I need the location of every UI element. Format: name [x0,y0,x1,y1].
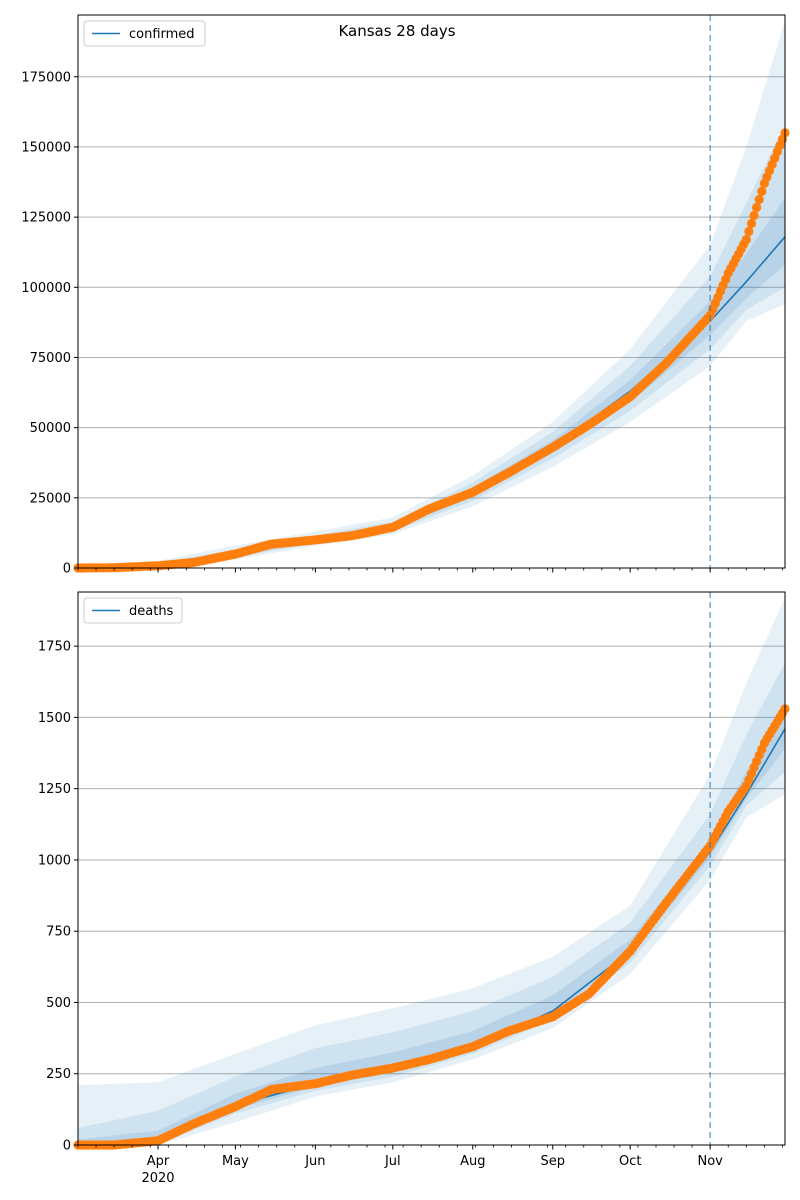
y-tick-label: 100000 [21,281,71,296]
x-tick-label: Nov [697,1154,723,1169]
x-tick-sublabel: 2020 [141,1171,174,1186]
observed-point [741,235,751,245]
plot-area [78,592,785,1145]
x-tick-label: Jul [384,1154,401,1169]
y-tick-label: 1500 [38,711,71,726]
confirmed-panel: 0 25000 50000 75000 100000 125000 150000 175000… [21,14,790,577]
legend-label: confirmed [129,27,195,42]
y-tick-label: 75000 [30,351,71,366]
x-tick-label: Aug [460,1154,485,1169]
plot-area [78,15,785,568]
x-tick-label: Sep [541,1154,566,1169]
y-tick-label: 0 [63,562,71,577]
observed-point [749,210,759,221]
x-tick-label: Apr [147,1154,170,1169]
observed-point [744,226,754,237]
x-tick-label: Oct [619,1154,641,1169]
legend-box [83,20,206,47]
y-tick-label: 125000 [21,211,71,226]
y-tick-label: 175000 [21,70,71,85]
observed-point [746,218,757,229]
y-tick-label: 750 [46,925,71,940]
axes-frame [77,591,786,1146]
y-tick-label: 150000 [21,140,71,155]
observed-point [757,186,767,196]
y-tick-label: 1000 [38,853,71,868]
x-tick-label: May [222,1154,249,1169]
x-tick-label: Jun [304,1154,325,1169]
y-tick-label: 1250 [38,782,71,797]
legend-box [83,597,183,624]
legend: confirmed [83,20,206,47]
y-tick-label: 250 [46,1067,71,1082]
y-tick-label: 0 [63,1139,71,1154]
deaths-panel: 0 250 500 750 1000 1250 1500 1750 Apr 2020 May Jun J… [38,591,790,1186]
observed-point [752,202,762,213]
figure-title: Kansas 28 days [338,22,455,40]
observed-point [754,194,764,205]
y-tick-label: 25000 [30,491,71,506]
y-tick-label: 1750 [38,640,71,655]
uncertainty-band [78,597,785,1145]
legend: deaths [83,597,183,624]
axes-frame [77,14,786,569]
uncertainty-band [78,663,785,1145]
uncertainty-band [78,20,785,569]
legend-label: deaths [129,604,174,619]
y-tick-label: 50000 [30,421,71,436]
y-tick-label: 500 [46,996,71,1011]
